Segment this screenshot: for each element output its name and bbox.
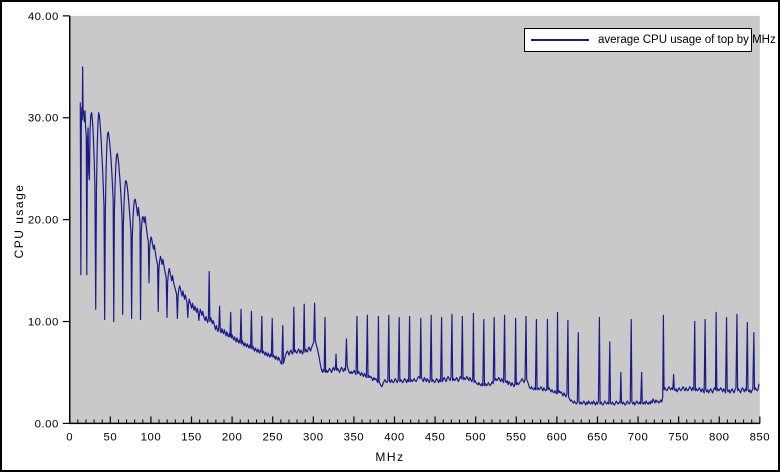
y-tick-label: 30.00 <box>28 113 59 125</box>
x-tick-label: 250 <box>262 431 283 443</box>
x-tick-label: 400 <box>384 431 404 443</box>
x-tick-label: 850 <box>750 431 771 443</box>
y-major-ticks: 0.00 10.00 20.00 30.00 40.00 <box>28 11 70 430</box>
x-tick-label: 500 <box>465 431 485 443</box>
x-tick-label: 800 <box>709 431 730 443</box>
x-axis-title: MHz <box>375 450 405 464</box>
x-major-ticks: 0 50 100 150 200 250 300 350 400 450 500 550 600 650 7… <box>66 416 770 443</box>
legend-label: average CPU usage of top by MHz <box>598 34 776 46</box>
y-tick-label: 10.00 <box>28 316 59 328</box>
legend-box: average CPU usage of top by MHz <box>524 28 776 52</box>
y-tick-label: 40.00 <box>28 11 59 23</box>
series-line <box>79 66 760 406</box>
x-tick-label: 600 <box>547 431 568 443</box>
x-tick-label: 350 <box>344 431 365 443</box>
x-tick-label: 100 <box>141 431 162 443</box>
x-tick-label: 200 <box>222 431 243 443</box>
x-tick-label: 550 <box>506 431 527 443</box>
x-tick-label: 0 <box>66 431 73 443</box>
x-tick-label: 150 <box>181 431 202 443</box>
x-tick-label: 650 <box>587 431 608 443</box>
x-tick-label: 750 <box>668 431 689 443</box>
x-tick-label: 50 <box>103 431 117 443</box>
plot-area <box>69 15 760 424</box>
y-tick-label: 20.00 <box>28 215 59 227</box>
legend-line-sample-icon <box>531 39 589 41</box>
x-tick-label: 300 <box>303 431 324 443</box>
x-tick-label: 700 <box>628 431 649 443</box>
x-tick-label: 450 <box>425 431 445 443</box>
y-tick-label: 0.00 <box>35 418 59 430</box>
y-axis-title: CPU usage <box>12 183 26 259</box>
